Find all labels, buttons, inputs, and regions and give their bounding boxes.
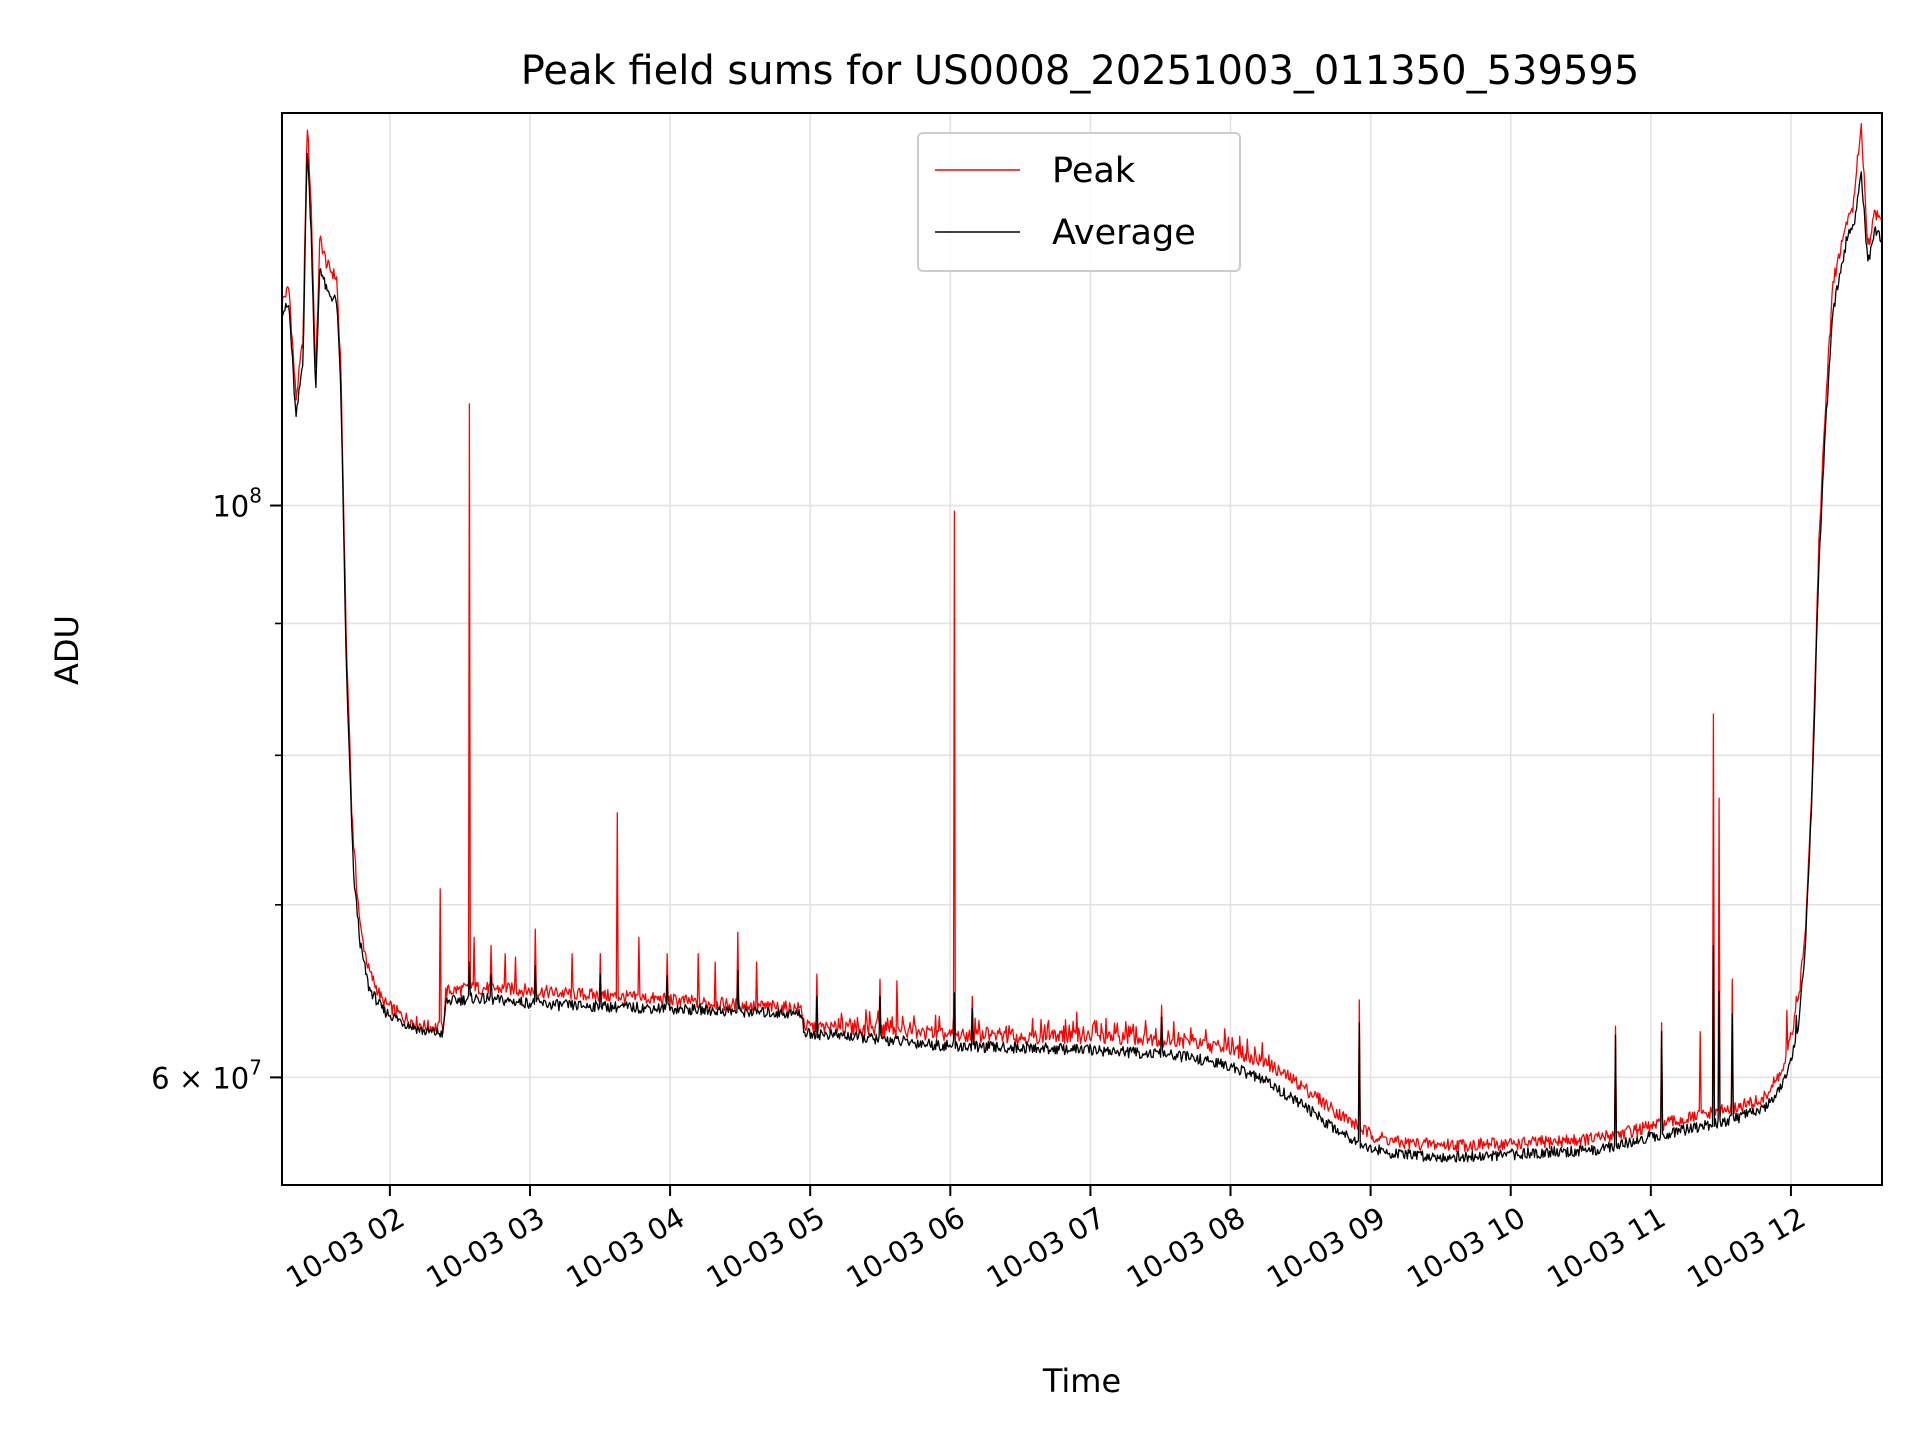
grid-lines: [282, 113, 1882, 1185]
y-tick-label: 108: [212, 484, 262, 524]
plot-frame: [281, 112, 1883, 1186]
x-axis-title: Time: [1042, 1362, 1121, 1400]
average-series-line: [281, 152, 1883, 1163]
legend-peak-label: Peak: [1052, 151, 1136, 191]
chart-title: Peak field sums for US0008_20251003_0113…: [521, 48, 1640, 94]
legend-box: [917, 132, 1241, 272]
y-tick-label: 6 × 107: [151, 1055, 262, 1095]
y-axis-ticks: 108 6 × 107: [151, 484, 282, 1095]
y-tick-base: 6 × 10: [151, 1061, 249, 1095]
y-tick-exponent: 7: [249, 1055, 262, 1079]
series-lines: [281, 123, 1883, 1163]
y-tick-base: 10: [212, 490, 249, 524]
legend-average-label: Average: [1052, 213, 1196, 253]
y-tick-exponent: 8: [249, 484, 262, 508]
legend: Peak Average: [917, 132, 1241, 272]
y-axis-title: ADU: [48, 615, 86, 685]
